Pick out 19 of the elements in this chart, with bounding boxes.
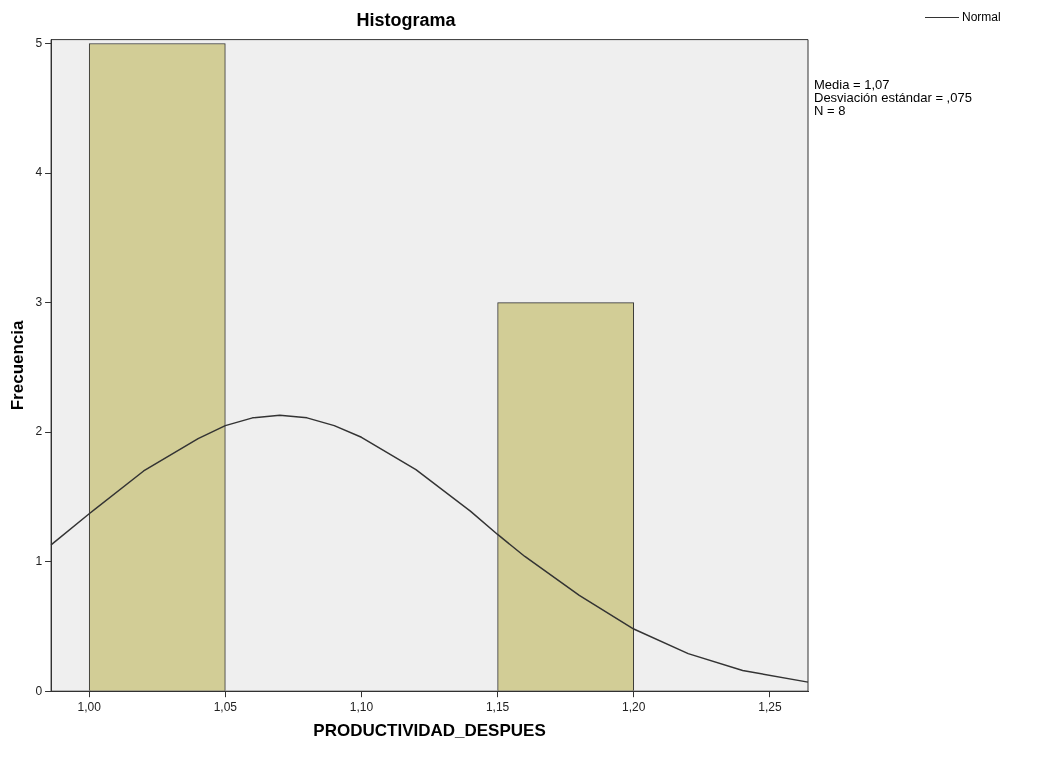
text: Media = 1,07	[814, 77, 891, 92]
x-axis-title: PRODUCTIVIDAD_DESPUES	[313, 721, 546, 741]
x-tick-label: 1,05	[213, 699, 238, 714]
y-tick-label: 5	[35, 35, 43, 50]
y-tick-label: 3	[35, 294, 43, 309]
y-axis-title: Frecuencia	[7, 319, 27, 411]
legend-label: Normal	[962, 10, 1001, 24]
x-tick-label: 1,15	[485, 699, 510, 714]
x-tick-label: 1,10	[349, 699, 374, 714]
y-tick-label: 4	[35, 165, 43, 180]
text: Desviación estándar = ,075	[814, 90, 972, 105]
x-tick-label: 1,20	[622, 699, 646, 714]
x-tick-label: 1,25	[758, 699, 782, 714]
y-tick-label: 2	[35, 424, 43, 439]
chart-title: Histograma	[356, 9, 457, 30]
y-tick-label: 0	[35, 683, 43, 698]
y-tick-label: 1	[35, 553, 43, 568]
text: N = 8	[814, 103, 847, 118]
x-tick-label: 1,00	[77, 699, 102, 714]
